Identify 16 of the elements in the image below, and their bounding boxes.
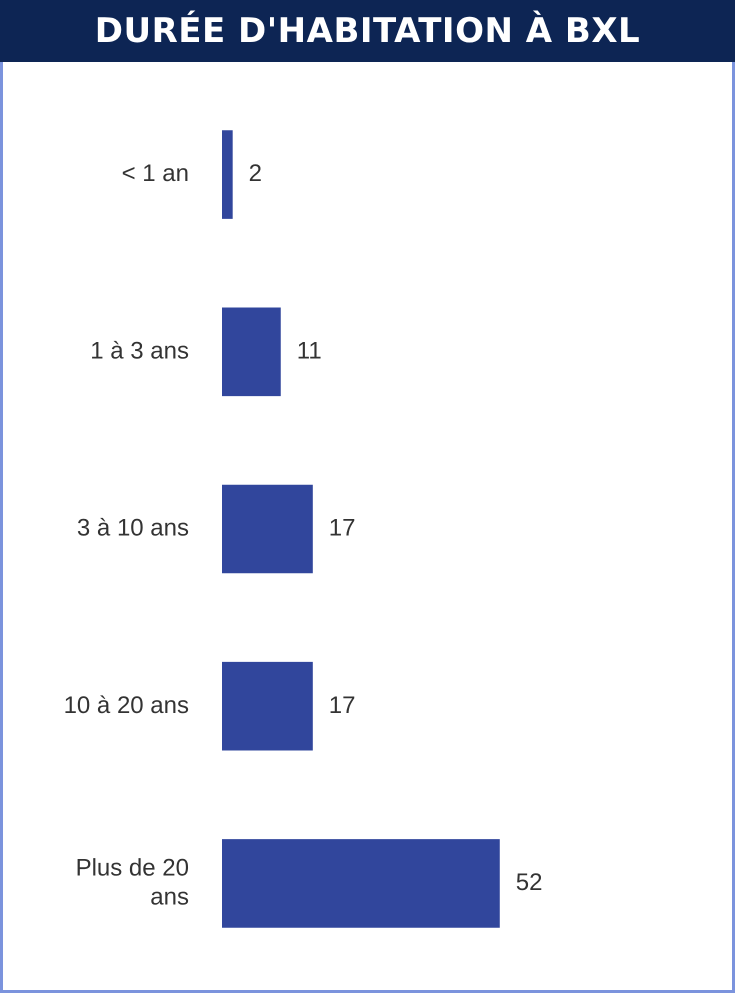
data-label: 2 (248, 160, 262, 188)
data-label: 52 (516, 869, 542, 896)
bar (222, 839, 500, 928)
y-tick-label: 3 à 10 ans (76, 514, 189, 542)
chart-title: DURÉE D'HABITATION À BXL (0, 0, 735, 62)
bar (222, 484, 313, 574)
bar (222, 662, 313, 750)
bar (222, 308, 281, 396)
bar (222, 130, 233, 219)
data-label: 17 (328, 692, 356, 719)
y-tick-label: 10 à 20 ans (64, 692, 189, 719)
data-label: 17 (328, 514, 356, 542)
y-tick-label: 1 à 3 ans (90, 337, 189, 364)
y-tick-label: Plus de 20 ans (76, 854, 189, 910)
y-tick-label: < 1 an (122, 160, 189, 188)
data-label: 11 (296, 337, 322, 364)
